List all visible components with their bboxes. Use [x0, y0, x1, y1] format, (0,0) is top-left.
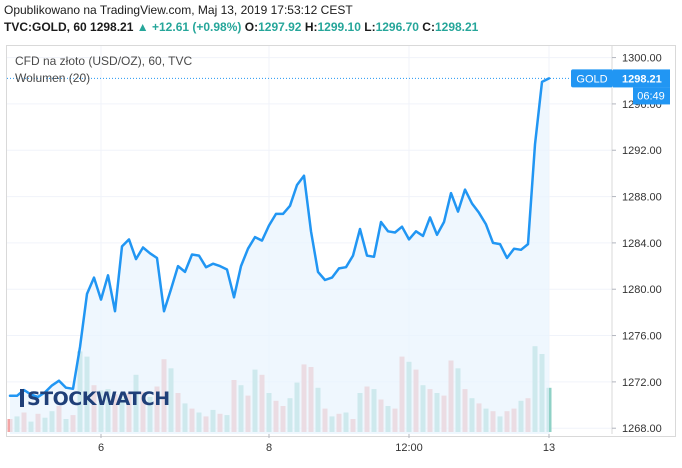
- y-tick-label: 1292.00: [622, 145, 662, 157]
- x-tick-label: 8: [266, 442, 272, 454]
- chart-legend: CFD na złoto (USD/OZ), 60, TVC Wolumen (…: [15, 54, 192, 88]
- countdown-value: 06:49: [637, 90, 665, 102]
- up-triangle-icon: ▲: [136, 20, 149, 34]
- y-tick-label: 1284.00: [622, 238, 662, 250]
- change-value: +12.61 (+0.98%): [152, 20, 242, 34]
- close-label: C:: [422, 20, 435, 34]
- ohlc-line: TVC:GOLD, 60 1298.21 ▲ +12.61 (+0.98%) O…: [4, 20, 478, 34]
- y-tick-label: 1280.00: [622, 284, 662, 296]
- low-label: L:: [364, 20, 376, 34]
- low-value: 1296.70: [375, 20, 419, 34]
- logo-bar-icon: [20, 389, 24, 407]
- high-value: 1299.10: [317, 20, 361, 34]
- last-price: 1298.21: [90, 20, 134, 34]
- symbol-tag: [571, 69, 613, 88]
- price-area: [10, 78, 549, 435]
- x-tick-label: 6: [98, 442, 104, 454]
- y-tick-label: 1276.00: [622, 331, 662, 343]
- x-tick-label: 12:00: [395, 442, 423, 454]
- logo-text: STOCKWATCH: [27, 388, 170, 410]
- y-tick-label: 1288.00: [622, 192, 662, 204]
- y-tick-label: 1272.00: [622, 377, 662, 389]
- y-tick-label: 1300.00: [622, 53, 662, 65]
- legend-title: CFD na złoto (USD/OZ), 60, TVC: [15, 54, 193, 68]
- close-value: 1298.21: [434, 20, 479, 34]
- price-tag-value: 1298.21: [622, 73, 662, 85]
- price-line: [8, 77, 551, 399]
- stockwatch-logo: STOCKWATCH: [20, 388, 170, 410]
- symbol-label: TVC:GOLD, 60: [4, 20, 87, 34]
- open-value: 1297.92: [258, 20, 302, 34]
- countdown-tag: [633, 87, 670, 105]
- symbol-tag-label: GOLD: [576, 73, 607, 85]
- chart-header: Opublikowano na TradingView.com, Maj 13,…: [4, 3, 478, 34]
- price-tag: [613, 69, 670, 88]
- high-label: H:: [304, 20, 318, 34]
- open-label: O:: [244, 20, 259, 34]
- legend-volume: Wolumen (20): [15, 71, 91, 85]
- y-tick-label: 1268.00: [622, 423, 662, 435]
- x-tick-label: 13: [543, 442, 555, 454]
- published-line: Opublikowano na TradingView.com, Maj 13,…: [4, 3, 353, 17]
